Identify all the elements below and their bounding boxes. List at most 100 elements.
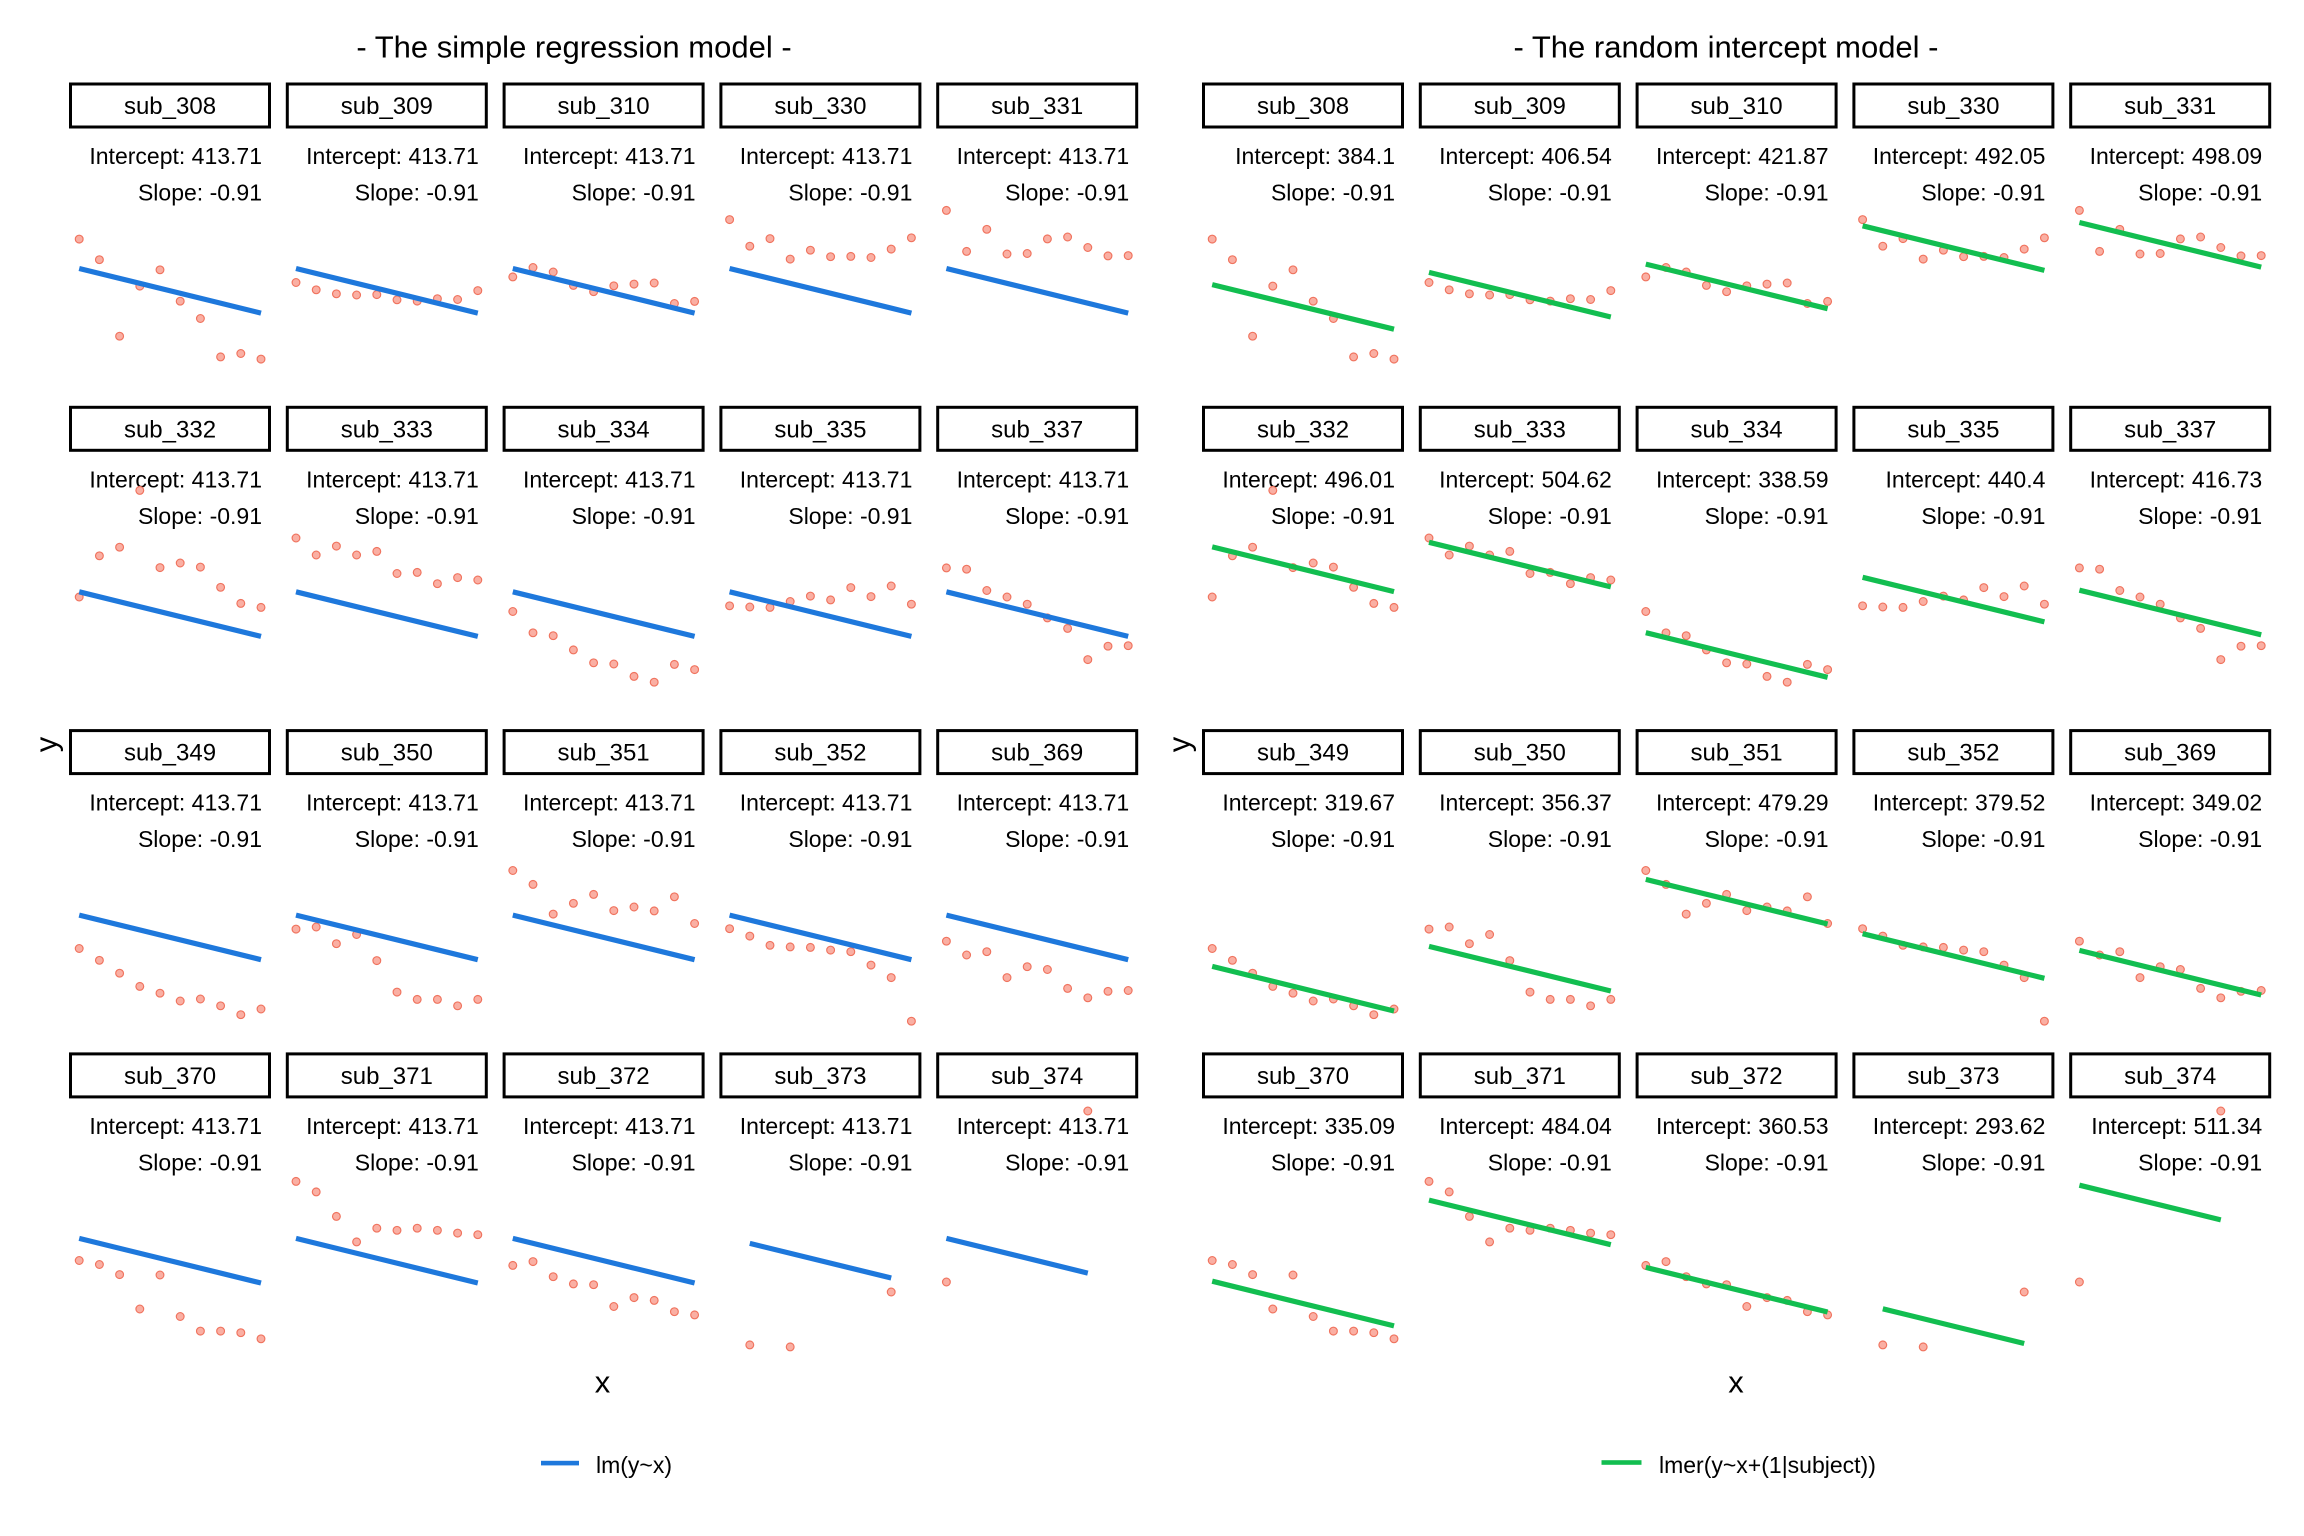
svg-text:Slope: -0.91: Slope: -0.91 xyxy=(138,1149,262,1175)
svg-text:sub_373: sub_373 xyxy=(1907,1063,1999,1090)
svg-text:Intercept: 413.71: Intercept: 413.71 xyxy=(306,1113,479,1139)
svg-text:Intercept: 498.09: Intercept: 498.09 xyxy=(2090,143,2263,169)
svg-text:Intercept: 413.71: Intercept: 413.71 xyxy=(523,790,696,816)
svg-text:sub_350: sub_350 xyxy=(341,740,433,767)
svg-text:Slope: -0.91: Slope: -0.91 xyxy=(1705,503,1829,529)
svg-text:y: y xyxy=(29,736,64,752)
svg-text:Intercept: 335.09: Intercept: 335.09 xyxy=(1222,1113,1395,1139)
svg-text:sub_309: sub_309 xyxy=(1474,93,1566,120)
svg-text:Intercept: 406.54: Intercept: 406.54 xyxy=(1439,143,1612,169)
svg-text:Slope: -0.91: Slope: -0.91 xyxy=(2138,826,2262,852)
svg-text:Intercept: 413.71: Intercept: 413.71 xyxy=(89,1113,262,1139)
svg-text:sub_334: sub_334 xyxy=(1691,416,1783,443)
svg-text:Intercept: 413.71: Intercept: 413.71 xyxy=(740,1113,913,1139)
svg-text:Slope: -0.91: Slope: -0.91 xyxy=(1705,826,1829,852)
svg-text:Intercept: 413.71: Intercept: 413.71 xyxy=(523,1113,696,1139)
svg-text:sub_330: sub_330 xyxy=(1907,93,1999,120)
svg-text:lmer(y~x+(1|subject)): lmer(y~x+(1|subject)) xyxy=(1659,1452,1876,1478)
svg-text:Slope: -0.91: Slope: -0.91 xyxy=(2138,503,2262,529)
svg-text:Slope: -0.91: Slope: -0.91 xyxy=(1005,826,1129,852)
svg-text:Slope: -0.91: Slope: -0.91 xyxy=(1488,826,1612,852)
svg-text:sub_370: sub_370 xyxy=(124,1063,216,1090)
svg-text:sub_351: sub_351 xyxy=(1691,740,1783,767)
svg-text:sub_373: sub_373 xyxy=(774,1063,866,1090)
svg-text:Intercept: 492.05: Intercept: 492.05 xyxy=(1873,143,2046,169)
svg-text:sub_351: sub_351 xyxy=(558,740,650,767)
svg-text:sub_349: sub_349 xyxy=(1257,740,1349,767)
svg-text:sub_352: sub_352 xyxy=(1907,740,1999,767)
svg-text:Slope: -0.91: Slope: -0.91 xyxy=(1271,826,1395,852)
svg-text:sub_331: sub_331 xyxy=(2124,93,2216,120)
svg-text:Intercept: 413.71: Intercept: 413.71 xyxy=(957,1113,1130,1139)
svg-text:Intercept: 496.01: Intercept: 496.01 xyxy=(1222,466,1395,492)
svg-text:x: x xyxy=(1728,1365,1744,1400)
svg-text:Slope: -0.91: Slope: -0.91 xyxy=(1488,1149,1612,1175)
svg-text:Intercept: 413.71: Intercept: 413.71 xyxy=(740,466,913,492)
svg-text:Slope: -0.91: Slope: -0.91 xyxy=(788,503,912,529)
svg-text:sub_335: sub_335 xyxy=(1907,416,1999,443)
svg-text:Slope: -0.91: Slope: -0.91 xyxy=(355,1149,479,1175)
svg-text:Intercept: 413.71: Intercept: 413.71 xyxy=(957,466,1130,492)
svg-text:sub_371: sub_371 xyxy=(1474,1063,1566,1090)
svg-text:sub_335: sub_335 xyxy=(774,416,866,443)
svg-text:Slope: -0.91: Slope: -0.91 xyxy=(1921,826,2045,852)
svg-text:sub_332: sub_332 xyxy=(124,416,216,443)
svg-text:x: x xyxy=(595,1365,611,1400)
svg-text:Slope: -0.91: Slope: -0.91 xyxy=(1271,503,1395,529)
svg-text:sub_333: sub_333 xyxy=(1474,416,1566,443)
svg-text:Intercept: 413.71: Intercept: 413.71 xyxy=(306,466,479,492)
svg-text:Slope: -0.91: Slope: -0.91 xyxy=(355,180,479,206)
svg-text:Intercept: 319.67: Intercept: 319.67 xyxy=(1222,790,1395,816)
svg-text:sub_374: sub_374 xyxy=(991,1063,1083,1090)
svg-text:Slope: -0.91: Slope: -0.91 xyxy=(2138,1149,2262,1175)
svg-text:sub_349: sub_349 xyxy=(124,740,216,767)
svg-text:Intercept: 413.71: Intercept: 413.71 xyxy=(523,143,696,169)
svg-text:sub_350: sub_350 xyxy=(1474,740,1566,767)
svg-text:Intercept: 479.29: Intercept: 479.29 xyxy=(1656,790,1829,816)
svg-text:Intercept: 504.62: Intercept: 504.62 xyxy=(1439,466,1612,492)
svg-text:Intercept: 360.53: Intercept: 360.53 xyxy=(1656,1113,1829,1139)
svg-text:Slope: -0.91: Slope: -0.91 xyxy=(1921,1149,2045,1175)
svg-text:Intercept: 511.34: Intercept: 511.34 xyxy=(2091,1113,2262,1139)
svg-text:sub_371: sub_371 xyxy=(341,1063,433,1090)
svg-text:sub_308: sub_308 xyxy=(124,93,216,120)
svg-text:Slope: -0.91: Slope: -0.91 xyxy=(355,826,479,852)
svg-text:- The simple regression model: - The simple regression model - xyxy=(356,30,791,65)
svg-text:Slope: -0.91: Slope: -0.91 xyxy=(1271,1149,1395,1175)
svg-text:y: y xyxy=(1162,736,1197,752)
svg-text:Intercept: 349.02: Intercept: 349.02 xyxy=(2090,790,2263,816)
svg-text:sub_330: sub_330 xyxy=(774,93,866,120)
svg-text:Slope: -0.91: Slope: -0.91 xyxy=(1705,1149,1829,1175)
svg-text:Intercept: 413.71: Intercept: 413.71 xyxy=(523,466,696,492)
svg-text:sub_372: sub_372 xyxy=(558,1063,650,1090)
svg-text:Intercept: 293.62: Intercept: 293.62 xyxy=(1873,1113,2046,1139)
svg-text:sub_334: sub_334 xyxy=(558,416,650,443)
svg-text:Intercept: 338.59: Intercept: 338.59 xyxy=(1656,466,1829,492)
svg-text:Slope: -0.91: Slope: -0.91 xyxy=(2138,180,2262,206)
svg-text:Intercept: 413.71: Intercept: 413.71 xyxy=(740,790,913,816)
svg-text:Slope: -0.91: Slope: -0.91 xyxy=(1271,180,1395,206)
svg-text:Slope: -0.91: Slope: -0.91 xyxy=(138,180,262,206)
svg-text:sub_369: sub_369 xyxy=(991,740,1083,767)
svg-text:Slope: -0.91: Slope: -0.91 xyxy=(1005,1149,1129,1175)
svg-text:Intercept: 413.71: Intercept: 413.71 xyxy=(740,143,913,169)
svg-text:sub_333: sub_333 xyxy=(341,416,433,443)
svg-text:Intercept: 413.71: Intercept: 413.71 xyxy=(306,790,479,816)
svg-text:sub_310: sub_310 xyxy=(1691,93,1783,120)
svg-text:Intercept: 413.71: Intercept: 413.71 xyxy=(957,143,1130,169)
svg-text:sub_374: sub_374 xyxy=(2124,1063,2216,1090)
svg-text:Slope: -0.91: Slope: -0.91 xyxy=(355,503,479,529)
svg-text:Intercept: 421.87: Intercept: 421.87 xyxy=(1656,143,1829,169)
svg-text:Slope: -0.91: Slope: -0.91 xyxy=(788,1149,912,1175)
svg-text:sub_309: sub_309 xyxy=(341,93,433,120)
svg-text:sub_310: sub_310 xyxy=(558,93,650,120)
svg-text:Slope: -0.91: Slope: -0.91 xyxy=(1005,503,1129,529)
svg-text:Intercept: 413.71: Intercept: 413.71 xyxy=(89,143,262,169)
svg-text:Intercept: 379.52: Intercept: 379.52 xyxy=(1873,790,2046,816)
svg-text:Slope: -0.91: Slope: -0.91 xyxy=(572,826,696,852)
svg-text:sub_337: sub_337 xyxy=(991,416,1083,443)
svg-text:Intercept: 416.73: Intercept: 416.73 xyxy=(2090,466,2263,492)
svg-text:Slope: -0.91: Slope: -0.91 xyxy=(572,180,696,206)
svg-text:Intercept: 356.37: Intercept: 356.37 xyxy=(1439,790,1612,816)
svg-text:- The random intercept model -: - The random intercept model - xyxy=(1513,30,1938,65)
